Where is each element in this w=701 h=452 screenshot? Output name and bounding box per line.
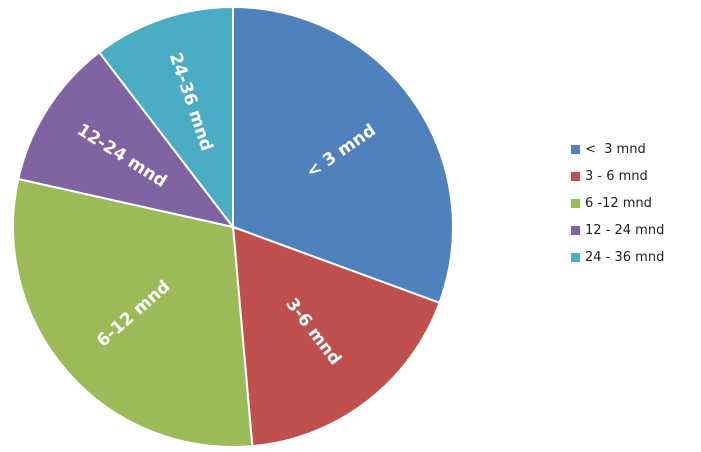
legend-swatch	[571, 199, 580, 208]
legend-label: 3 - 6 mnd	[585, 169, 648, 184]
legend-label: 12 - 24 mnd	[585, 223, 665, 238]
chart-legend: < 3 mnd 3 - 6 mnd 6 -12 mnd 12 - 24 mnd 24 -…	[571, 140, 664, 275]
legend-item: 6 -12 mnd	[571, 194, 664, 213]
legend-swatch	[571, 172, 580, 181]
pie-slice	[232, 5, 454, 305]
pie-slice	[17, 50, 236, 229]
legend-label: < 3 mnd	[585, 142, 646, 157]
legend-item: 12 - 24 mnd	[571, 221, 664, 240]
legend-item: 24 - 36 mnd	[571, 248, 664, 267]
legend-swatch	[571, 253, 580, 262]
pie-slice	[97, 5, 234, 230]
legend-swatch	[571, 226, 580, 235]
legend-swatch	[571, 145, 580, 154]
legend-label: 24 - 36 mnd	[585, 250, 665, 265]
legend-item: < 3 mnd	[571, 140, 664, 159]
pie-slice	[231, 225, 441, 448]
pie-slice	[12, 177, 254, 448]
legend-label: 6 -12 mnd	[585, 196, 652, 211]
legend-item: 3 - 6 mnd	[571, 167, 664, 186]
